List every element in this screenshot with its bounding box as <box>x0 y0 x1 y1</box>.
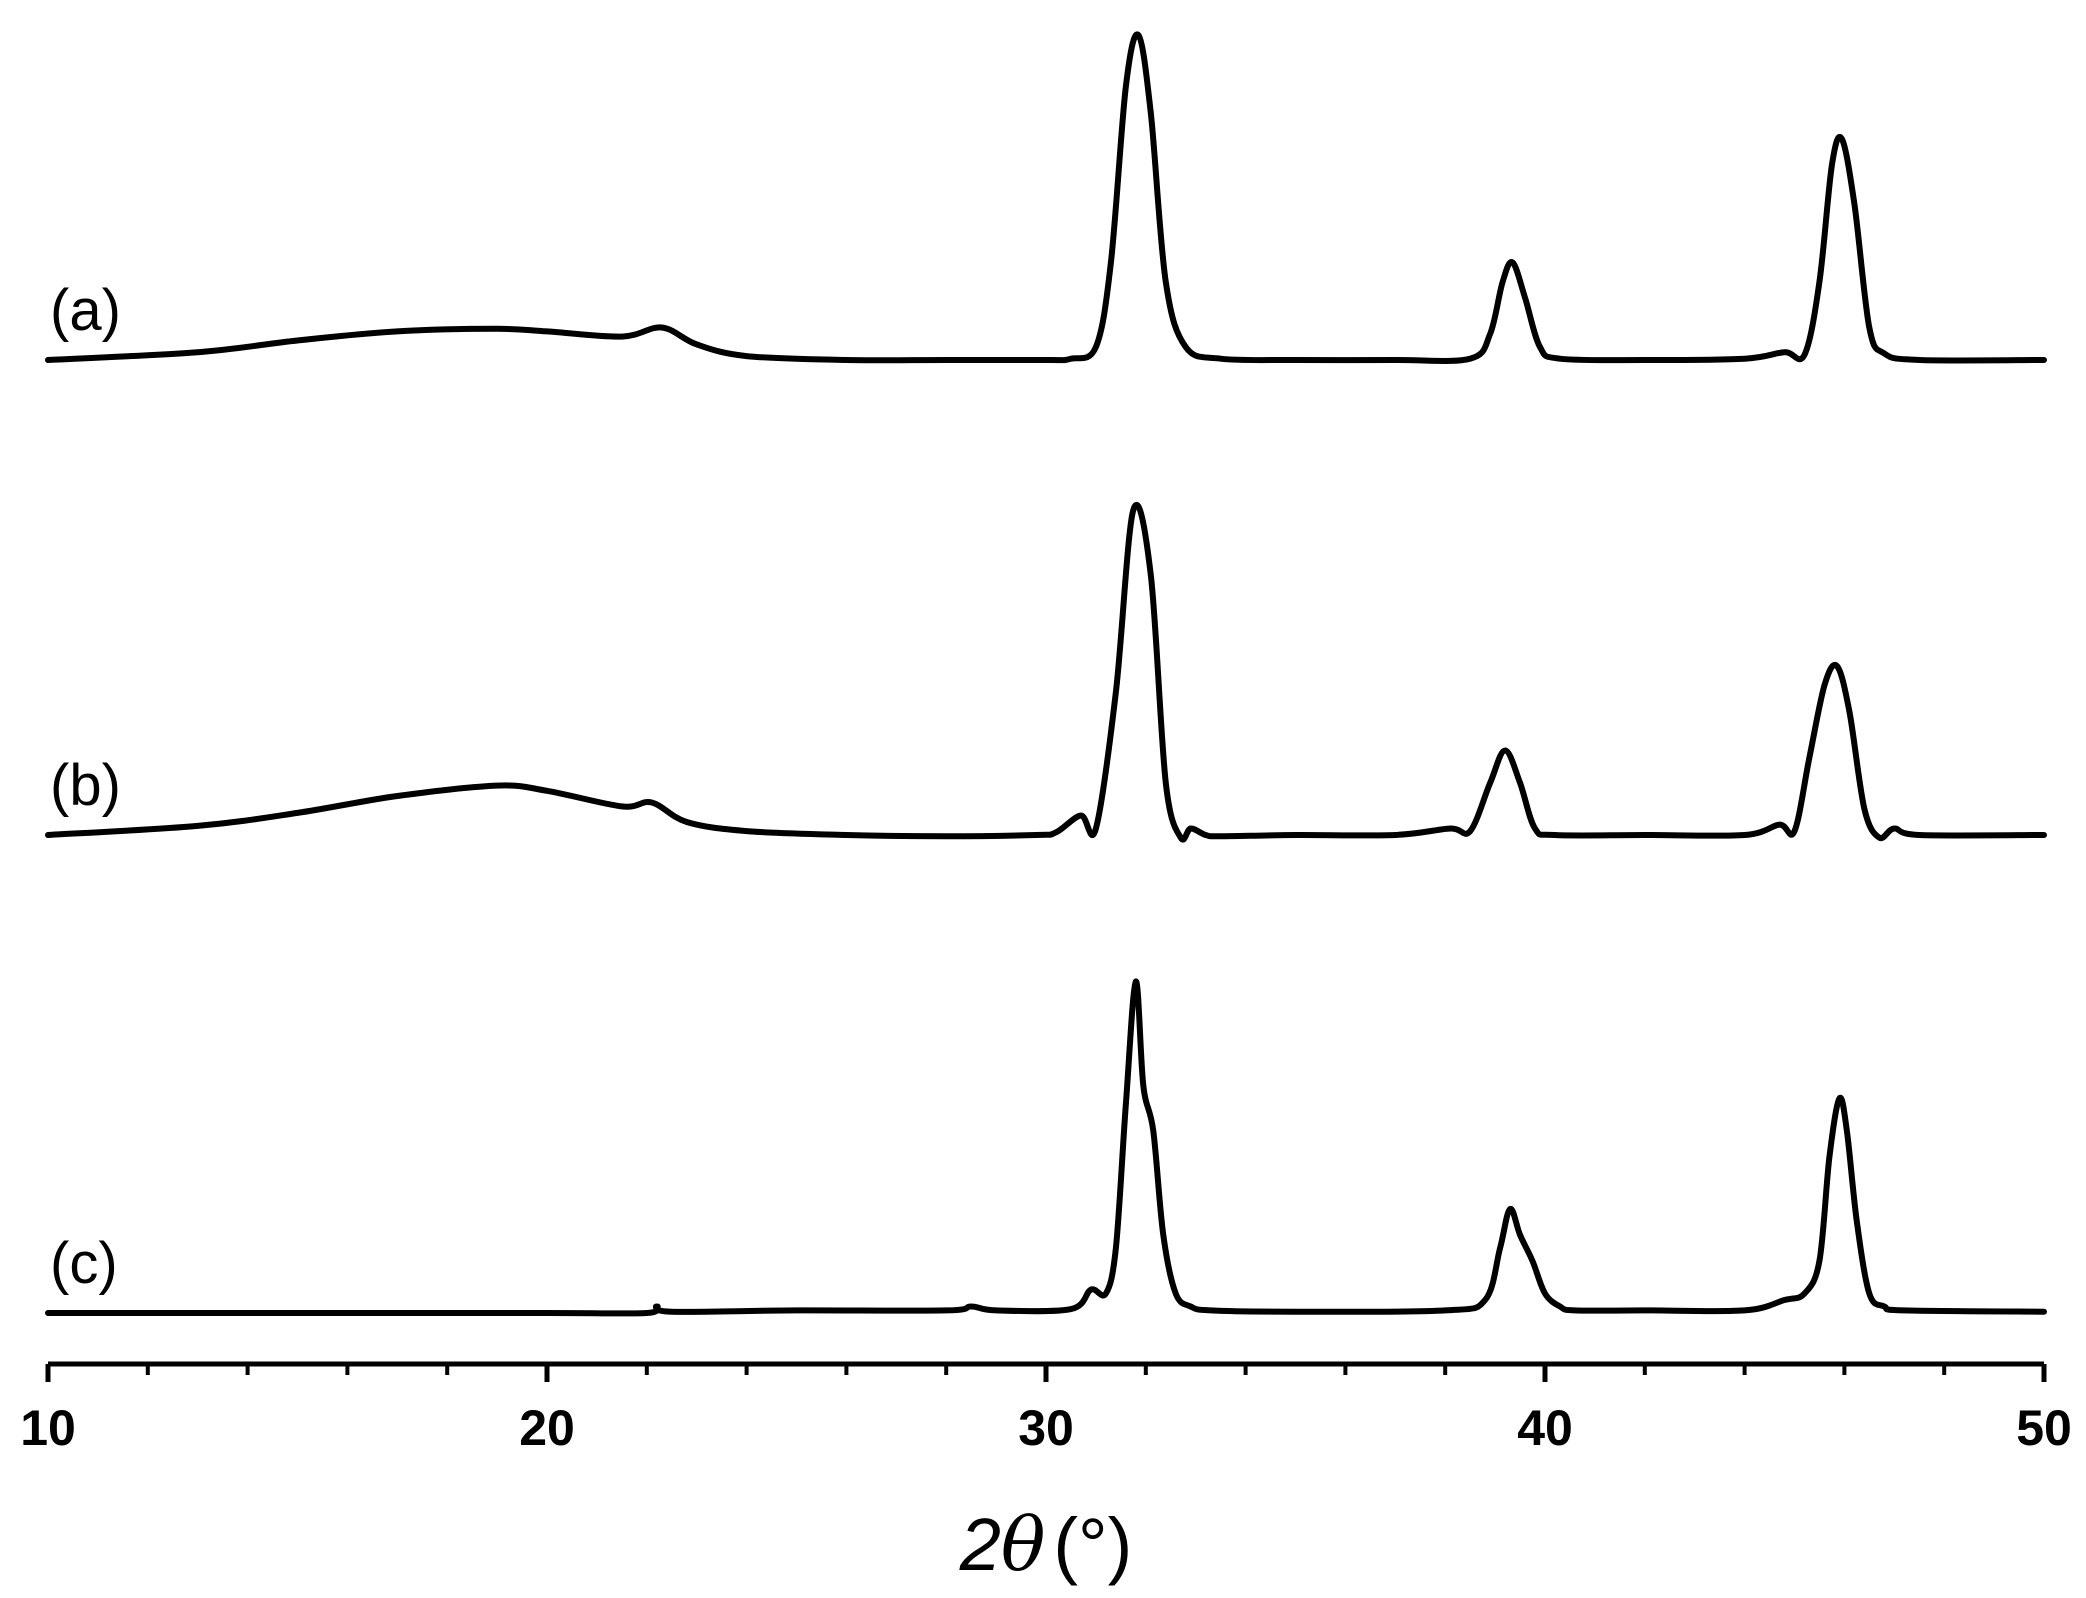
x-axis-title-prefix: 2 <box>959 1503 1001 1586</box>
x-axis-title-symbol: θ <box>1001 1502 1046 1588</box>
x-tick-label: 10 <box>20 1400 76 1456</box>
x-tick-labels: 10 20 30 40 50 <box>20 1400 2072 1456</box>
x-tick-label: 40 <box>1517 1400 1573 1456</box>
series-line-3 <box>48 981 2044 1313</box>
x-tick-label: 30 <box>1018 1400 1074 1456</box>
x-tick-label: 20 <box>519 1400 575 1456</box>
series-line-2 <box>48 505 2044 840</box>
series-label-2: (b) <box>50 753 121 818</box>
series-label-3: (c) <box>50 1231 118 1296</box>
x-ticks <box>48 1364 2044 1382</box>
series-label-1: (a) <box>50 278 121 343</box>
x-tick-label: 50 <box>2016 1400 2072 1456</box>
series-labels: (a) (b) (c) <box>50 278 121 1296</box>
x-axis-title: 2θ (°) <box>959 1502 1133 1588</box>
series-traces <box>48 34 2044 1313</box>
x-axis: 10 20 30 40 50 <box>20 1364 2072 1456</box>
series-line-1 <box>48 34 2044 361</box>
x-axis-title-unit: (°) <box>1053 1503 1132 1586</box>
